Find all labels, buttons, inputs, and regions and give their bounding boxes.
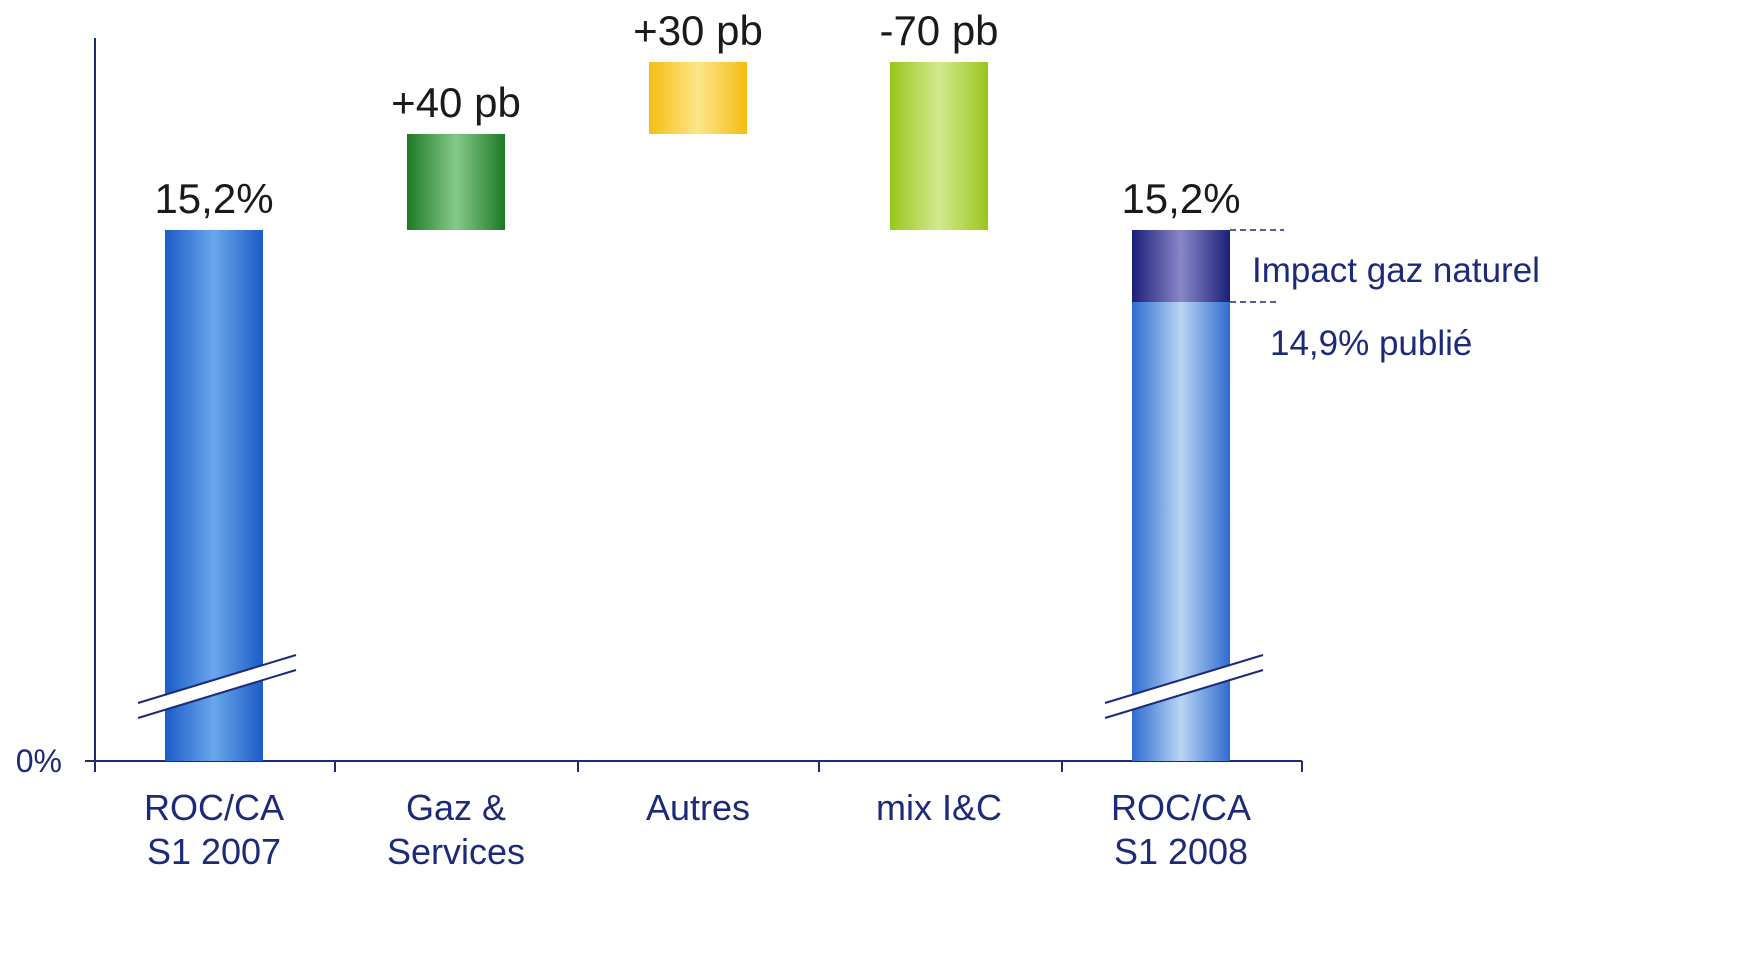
axis-break-line-b-roc2008: [1104, 669, 1264, 719]
bar-segment-impact-gaz: [1132, 230, 1230, 302]
bar-autres: [649, 62, 747, 134]
axis-break-gap-roc2007: [138, 655, 296, 718]
value-label-roc2008: 15,2%: [1121, 175, 1240, 222]
annotation-impact-gaz: Impact gaz naturel: [1252, 251, 1540, 290]
category-label-roc2007-1: S1 2007: [147, 831, 281, 872]
axes: 0%: [16, 38, 1303, 779]
value-label-mix: -70 pb: [879, 7, 998, 54]
annotation-published: 14,9% publié: [1270, 324, 1472, 363]
category-label-gaz-0: Gaz &: [406, 787, 506, 828]
axis-break-line-b-roc2007: [137, 669, 297, 719]
category-label-roc2008-1: S1 2008: [1114, 831, 1248, 872]
axis-break-gap-roc2008: [1105, 655, 1263, 718]
value-label-roc2007: 15,2%: [154, 175, 273, 222]
axis-break-line-a-roc2008: [1104, 654, 1264, 704]
bar-mix: [890, 62, 988, 230]
category-label-roc2007-0: ROC/CA: [144, 787, 284, 828]
value-label-autres: +30 pb: [633, 7, 763, 54]
category-label-roc2008-0: ROC/CA: [1111, 787, 1251, 828]
category-label-gaz-1: Services: [387, 831, 525, 872]
bar-gaz: [407, 134, 505, 230]
value-label-gaz: +40 pb: [391, 79, 521, 126]
category-label-autres-0: Autres: [646, 787, 750, 828]
category-label-mix-0: mix I&C: [876, 787, 1002, 828]
axis-break-line-a-roc2007: [137, 654, 297, 704]
y-tick-label-0: 0%: [16, 743, 62, 779]
bars: [137, 62, 1284, 761]
